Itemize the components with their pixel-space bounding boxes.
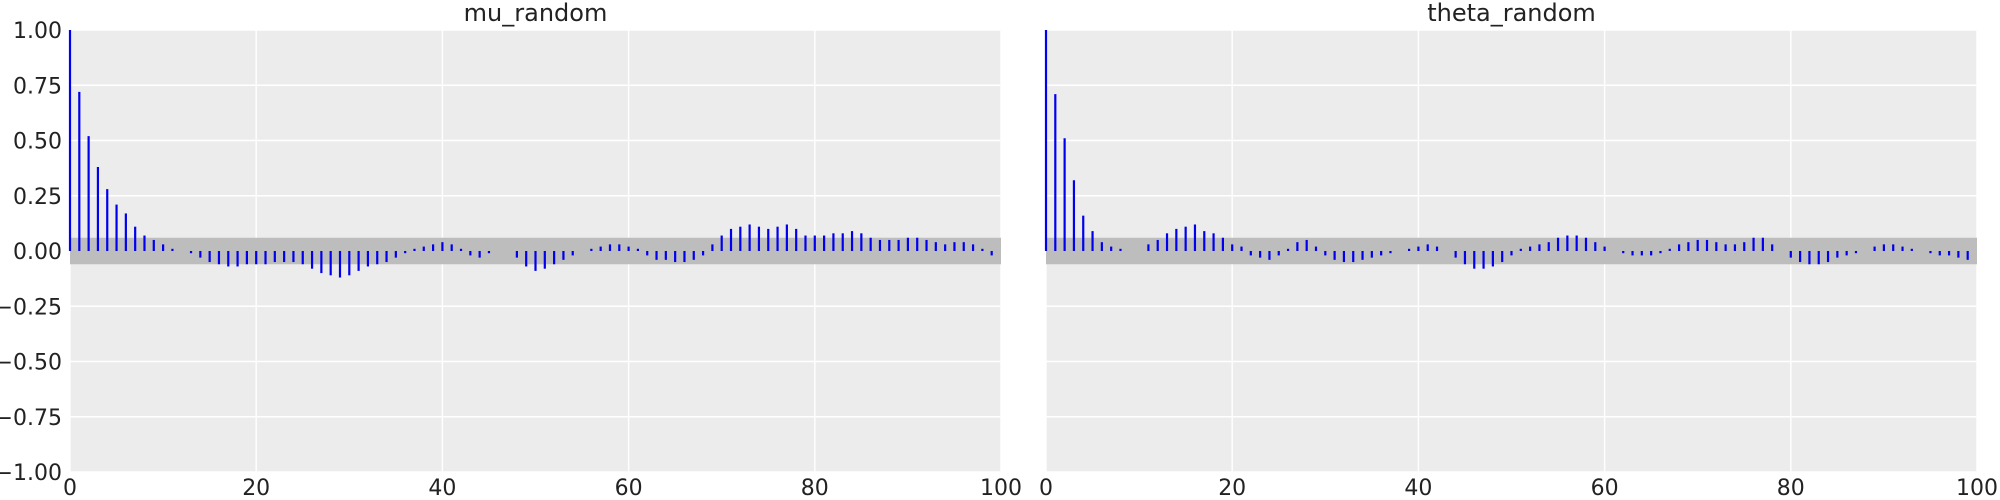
x-tick-label: 20 — [1218, 476, 1246, 500]
x-tick-label: 20 — [242, 476, 270, 500]
x-tick-label: 100 — [980, 476, 1022, 500]
y-tick-label: 0.50 — [13, 130, 62, 155]
y-tick-label: −0.50 — [0, 351, 62, 376]
mu-random-panel: 0 20 40 60 80 100 −1.00 −0.75 −0.50 −0.25 0.00 0.25… — [0, 0, 1022, 500]
y-tick-label: 0.00 — [13, 240, 62, 265]
y-tick-label: −0.75 — [0, 406, 62, 431]
x-tick-label: 40 — [428, 476, 456, 500]
x-tick-label: 40 — [1404, 476, 1432, 500]
panel-title-mu-random: mu_random — [464, 0, 608, 27]
x-tick-label: 0 — [63, 476, 77, 500]
y-tick-label: −1.00 — [0, 461, 62, 486]
y-tick-label: 0.75 — [13, 74, 62, 99]
x-tick-label: 100 — [1956, 476, 1998, 500]
x-tick-label: 80 — [1777, 476, 1805, 500]
x-tick-label: 0 — [1039, 476, 1053, 500]
y-tick-label: 1.00 — [13, 19, 62, 44]
y-tick-label: −0.25 — [0, 295, 62, 320]
x-tick-label: 80 — [801, 476, 829, 500]
y-tick-label: 0.25 — [13, 185, 62, 210]
panel-title-theta-random: theta_random — [1427, 0, 1596, 27]
theta-random-panel: 0 20 40 60 80 100 theta_random — [1039, 0, 1998, 500]
x-tick-label: 60 — [1591, 476, 1619, 500]
x-tick-label: 60 — [615, 476, 643, 500]
